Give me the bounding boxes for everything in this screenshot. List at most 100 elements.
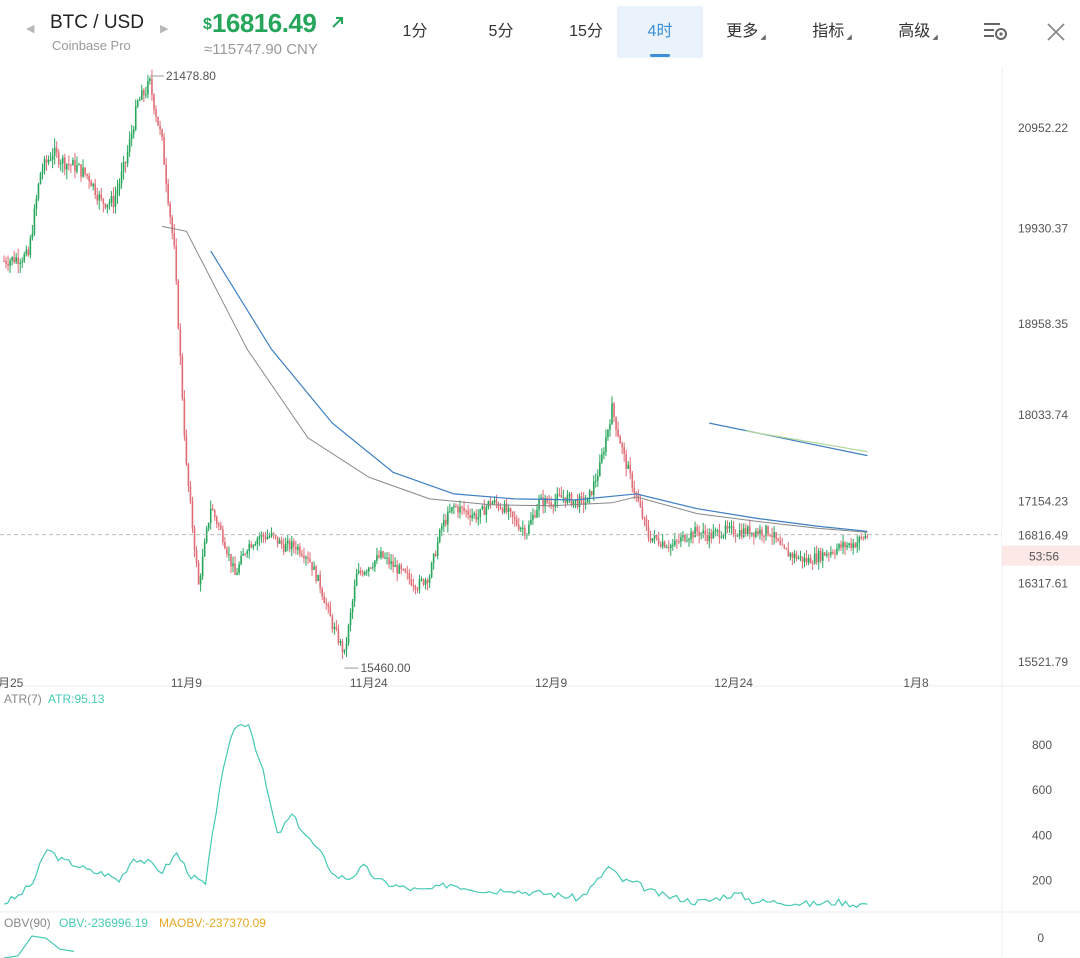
candle-body <box>70 164 72 166</box>
candle-body <box>777 538 779 541</box>
tab-1[interactable]: 5分 <box>458 6 544 58</box>
candle-body <box>477 516 480 520</box>
candle-body <box>544 497 546 507</box>
candle-body <box>5 260 7 264</box>
candle-body <box>262 534 265 537</box>
candle-body <box>850 543 852 549</box>
candle-body <box>114 195 117 208</box>
candle-body <box>333 626 336 629</box>
candle-body <box>592 481 595 496</box>
candle-body <box>301 554 303 556</box>
candle-body <box>475 513 478 520</box>
candle-body <box>461 506 463 508</box>
chart-settings-icon[interactable] <box>983 20 1009 42</box>
tab-3[interactable]: 4时 <box>617 6 703 58</box>
candle-body <box>641 506 644 518</box>
candle-body <box>637 495 640 502</box>
candle-body <box>767 525 769 535</box>
y-tick-label: 20952.22 <box>1018 121 1068 135</box>
candle-body <box>90 180 92 187</box>
candle-body <box>230 553 232 567</box>
candle-body <box>303 555 305 559</box>
close-icon[interactable] <box>1046 22 1066 42</box>
candle-body <box>98 194 101 201</box>
atr-tick-label: 200 <box>1032 873 1052 887</box>
trading-pair[interactable]: BTC / USD <box>50 12 144 33</box>
candle-body <box>11 257 13 261</box>
candle-body <box>755 531 757 537</box>
candle-body <box>309 558 311 563</box>
tab-5[interactable]: 指标 ◢ <box>789 6 875 58</box>
candle-body <box>274 535 277 537</box>
candle-body <box>321 588 323 597</box>
countdown-label: 53:56 <box>1029 550 1059 564</box>
candle-body <box>744 528 747 535</box>
candle-body <box>629 464 632 473</box>
candle-body <box>665 547 668 549</box>
candle-body <box>102 198 105 204</box>
candle-body <box>605 437 607 453</box>
candle-body <box>209 508 212 523</box>
obv-value: OBV:-236996.19 <box>59 916 148 930</box>
atr-line <box>3 723 868 908</box>
up-arrow-icon <box>332 17 343 28</box>
candle-body <box>607 429 609 438</box>
candle-body <box>438 529 441 542</box>
candle-body <box>222 529 224 543</box>
candle-body <box>657 538 660 545</box>
candle-body <box>244 553 246 555</box>
candle-body <box>465 510 467 512</box>
candle-body <box>552 506 555 508</box>
candle-body <box>742 528 745 537</box>
candle-body <box>39 172 42 185</box>
candle-body <box>349 612 352 626</box>
candle-body <box>783 545 786 548</box>
candle-body <box>686 540 688 542</box>
candle-body <box>92 183 94 187</box>
candle-body <box>64 157 66 170</box>
candle-body <box>297 546 299 550</box>
candle-body <box>503 503 506 513</box>
candle-body <box>138 99 141 101</box>
candle-body <box>21 261 24 263</box>
candle-body <box>858 537 861 543</box>
candle-body <box>493 500 496 503</box>
right-triangle-icon[interactable]: ▶ <box>160 23 169 35</box>
candle-body <box>481 506 484 510</box>
candle-body <box>280 540 283 545</box>
candle-body <box>538 499 540 510</box>
candle-body <box>33 208 36 234</box>
candle-body <box>542 497 544 507</box>
annotations: 16816.49 53:56 21478.80 15460.00 <box>0 69 1080 675</box>
candle-body <box>406 572 409 574</box>
candle-body <box>207 522 210 529</box>
candle-body <box>368 567 370 572</box>
candle-body <box>23 254 26 262</box>
candle-body <box>509 508 512 512</box>
candle-body <box>183 398 186 436</box>
candle-body <box>736 535 739 537</box>
atr-panel: ATR(7) ATR:95.13 800 600 400 200 <box>3 692 1052 908</box>
candle-body <box>469 514 471 518</box>
candle-body <box>31 233 34 239</box>
ma-fast-line <box>210 250 868 532</box>
candle-body <box>647 526 650 538</box>
candle-body <box>175 245 178 282</box>
candle-body <box>278 540 281 544</box>
candle-body <box>424 580 427 585</box>
candle-body <box>445 520 447 525</box>
candle-body <box>779 540 782 545</box>
candle-body <box>45 159 48 163</box>
candle-body <box>815 553 818 563</box>
tab-2[interactable]: 15分 <box>543 6 629 58</box>
chart-area[interactable]: 16816.49 53:56 21478.80 15460.00 20952.22 19… <box>0 66 1080 958</box>
candle-body <box>455 505 457 507</box>
candle-body <box>568 493 571 496</box>
left-triangle-icon[interactable]: ◀ <box>26 23 35 35</box>
tab-6[interactable]: 高级 ◢ <box>875 6 961 58</box>
candle-body <box>78 164 80 166</box>
tab-4[interactable]: 更多 ◢ <box>703 6 789 58</box>
candle-body <box>682 534 684 538</box>
tab-0[interactable]: 1分 <box>372 6 458 58</box>
candle-body <box>862 537 865 539</box>
